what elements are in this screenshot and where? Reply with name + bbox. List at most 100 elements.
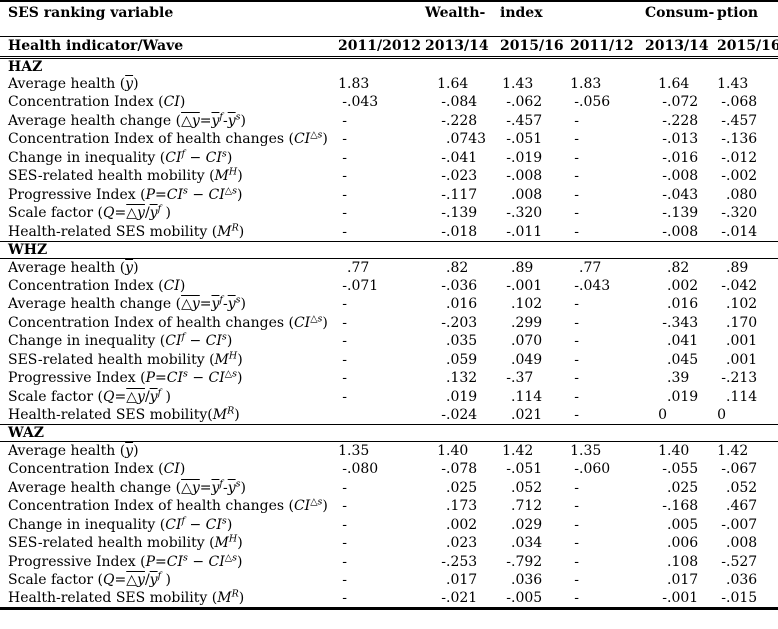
cell-value: -.136 bbox=[721, 131, 758, 148]
cell-value: -.527 bbox=[721, 553, 758, 570]
cell-value: .025 bbox=[446, 479, 478, 496]
table-row: Average health change (△y=yf-ys) - .025 … bbox=[0, 479, 778, 498]
table-row: Average health (y) 1.83 1.64 1.43 1.83 1… bbox=[0, 75, 778, 94]
table-body: SES ranking variable Wealth- index Consu… bbox=[0, 1, 778, 608]
cell-value: - bbox=[342, 553, 347, 570]
cell-value: .036 bbox=[726, 572, 758, 589]
cell-value: .019 bbox=[446, 388, 478, 405]
cell-value: - bbox=[574, 168, 579, 185]
cell-value: - bbox=[574, 407, 579, 423]
cell-value: -.320 bbox=[506, 205, 543, 222]
cell-value: -.080 bbox=[342, 461, 379, 478]
cell-value: -.071 bbox=[342, 277, 379, 294]
cell-value: .77 bbox=[347, 259, 370, 276]
cell-value: - bbox=[342, 370, 347, 387]
table-row: Average health change (△y=yf-ys) - .016 … bbox=[0, 295, 778, 314]
cell-value: -.213 bbox=[721, 370, 758, 387]
cell-value: - bbox=[342, 223, 347, 240]
cell-value: .052 bbox=[726, 479, 758, 496]
table-row: Progressive Index (P=CIs − CI△s) - -.253… bbox=[0, 553, 778, 572]
cell-value: - bbox=[574, 370, 579, 387]
cell-value: -.072 bbox=[662, 94, 699, 111]
cell-value: - bbox=[574, 572, 579, 589]
cell-value: 1.83 bbox=[570, 75, 602, 92]
cell-value: 1.43 bbox=[502, 75, 534, 92]
cell-value: - bbox=[342, 149, 347, 166]
cell-value: .080 bbox=[726, 186, 758, 203]
cell-value: -.012 bbox=[721, 149, 758, 166]
cell-value: - bbox=[574, 498, 579, 515]
cell-value: - bbox=[342, 498, 347, 515]
cell-value: .023 bbox=[446, 535, 478, 552]
cell-value: -.014 bbox=[721, 223, 758, 240]
table-row: Health-related SES mobility (MR) - -.021… bbox=[0, 588, 778, 609]
cell-value: -.253 bbox=[441, 553, 478, 570]
cell-value: -.036 bbox=[441, 277, 478, 294]
cell-value: -.343 bbox=[662, 314, 699, 331]
cell-value: - bbox=[574, 590, 579, 606]
spacer-cell bbox=[338, 1, 425, 37]
row-label: Health-related SES mobility (MR) bbox=[8, 588, 245, 606]
cell-value: -.056 bbox=[574, 94, 611, 111]
wave-header-cell: 2011/12 bbox=[570, 38, 634, 54]
row-label: Average health (y) bbox=[8, 443, 139, 459]
cell-value: -.203 bbox=[441, 314, 478, 331]
cell-value: .299 bbox=[511, 314, 543, 331]
cell-value: -.228 bbox=[662, 112, 699, 129]
cell-value: .001 bbox=[726, 351, 758, 368]
cell-value: -.008 bbox=[662, 223, 699, 240]
wave-header-cell: 2013/14 bbox=[645, 38, 709, 54]
cell-value: .114 bbox=[726, 388, 758, 405]
section-header-row: HAZ bbox=[0, 55, 778, 75]
cell-value: -.018 bbox=[441, 223, 478, 240]
cell-value: - bbox=[574, 535, 579, 552]
cell-value: .017 bbox=[446, 572, 478, 589]
cell-value: - bbox=[574, 205, 579, 222]
cell-value: -.007 bbox=[721, 516, 758, 533]
row-label: Progressive Index (P=CIs − CI△s) bbox=[8, 552, 243, 570]
cell-value: - bbox=[342, 516, 347, 533]
cell-value: -.792 bbox=[506, 553, 543, 570]
cell-value: -.016 bbox=[662, 149, 699, 166]
row-label: Progressive Index (P=CIs − CI△s) bbox=[8, 368, 243, 387]
cell-value: - bbox=[574, 553, 579, 570]
cell-value: - bbox=[342, 333, 347, 350]
row-label: Concentration Index of health changes (C… bbox=[8, 313, 328, 331]
cell-value: 0 bbox=[717, 407, 726, 423]
cell-value: .114 bbox=[511, 388, 543, 405]
cell-value: -.228 bbox=[441, 112, 478, 129]
cell-value: -.117 bbox=[441, 186, 478, 203]
cell-value: .89 bbox=[511, 259, 534, 276]
cell-value: .059 bbox=[446, 351, 478, 368]
cell-value: -.067 bbox=[721, 461, 758, 478]
table-row: Health-related SES mobility (MR) - -.018… bbox=[0, 223, 778, 242]
cell-value: -.024 bbox=[441, 407, 478, 423]
cell-value: .049 bbox=[511, 351, 543, 368]
table-row: SES-related health mobility (MH) - .023 … bbox=[0, 534, 778, 553]
row-label: Scale factor (Q=△y/yf ) bbox=[8, 570, 172, 589]
cell-value: - bbox=[342, 131, 347, 148]
cell-value: - bbox=[342, 572, 347, 589]
table-row: Health-related SES mobility(MR) -.024 .0… bbox=[0, 406, 778, 425]
cell-value: -.008 bbox=[662, 168, 699, 185]
cell-value: 1.64 bbox=[437, 75, 469, 92]
wave-header-cell: 2013/14 bbox=[425, 38, 489, 54]
ranking-variable-header: SES ranking variable bbox=[0, 1, 338, 37]
table-row: Average health (y) 1.35 1.40 1.42 1.35 1… bbox=[0, 442, 778, 461]
cell-value: -.068 bbox=[721, 94, 758, 111]
row-label: Average health (y) bbox=[8, 75, 139, 92]
cell-value: -.043 bbox=[342, 94, 379, 111]
row-label: Health-related SES mobility (MR) bbox=[8, 221, 245, 240]
cell-value: - bbox=[574, 516, 579, 533]
cell-value: - bbox=[574, 296, 579, 313]
section-title: WAZ bbox=[0, 424, 338, 442]
cell-value: -.043 bbox=[662, 186, 699, 203]
cell-value: - bbox=[342, 314, 347, 331]
cell-value: 1.42 bbox=[717, 443, 749, 459]
cell-value: - bbox=[574, 351, 579, 368]
cell-value: - bbox=[574, 388, 579, 405]
cell-value: -.168 bbox=[662, 498, 699, 515]
cell-value: .001 bbox=[726, 333, 758, 350]
cell-value: -.021 bbox=[441, 590, 478, 606]
cell-value: .002 bbox=[667, 277, 699, 294]
